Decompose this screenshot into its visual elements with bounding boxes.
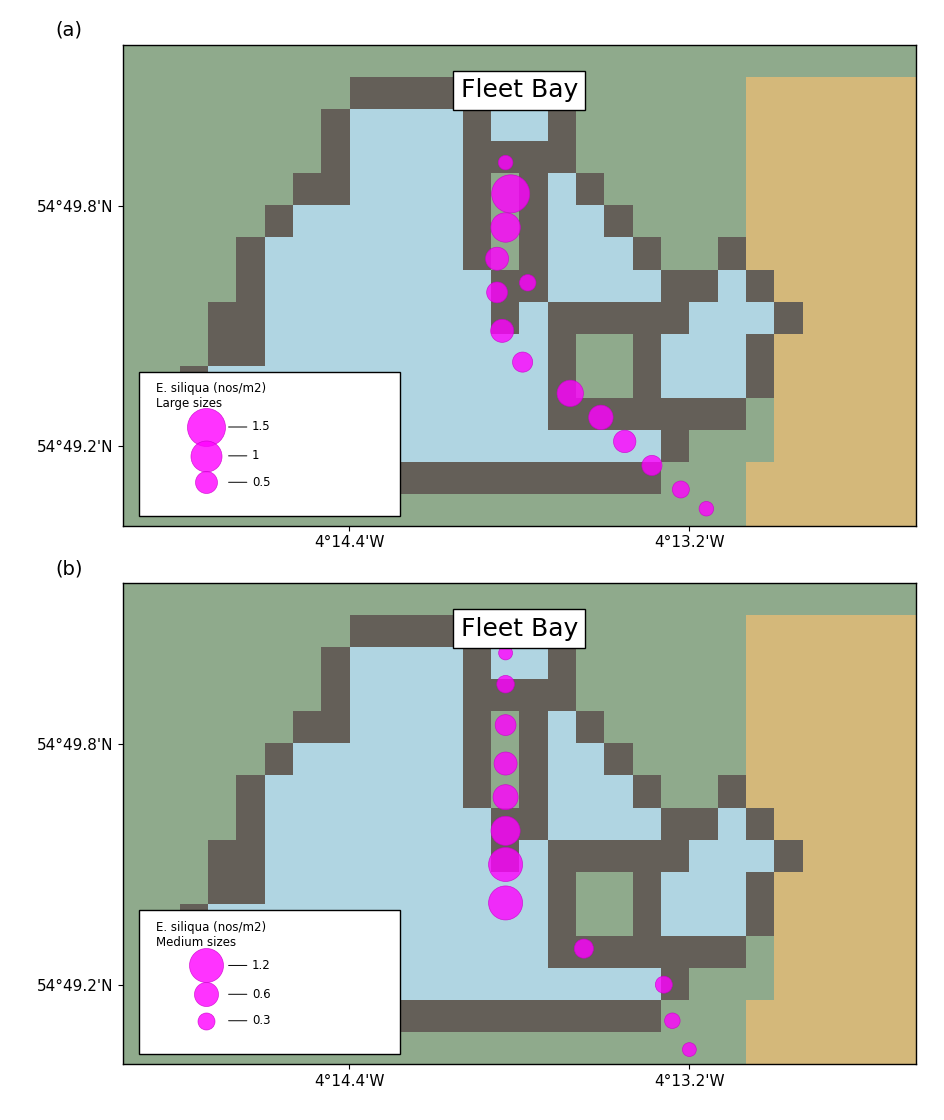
Point	[665, 1011, 680, 1029]
Point	[682, 1040, 697, 1058]
Point	[498, 822, 514, 840]
Point	[498, 644, 514, 662]
Text: 1.2: 1.2	[252, 959, 271, 972]
Point	[490, 250, 505, 268]
Text: 0.3: 0.3	[252, 1015, 271, 1027]
Point	[594, 409, 609, 427]
Point	[576, 940, 591, 958]
Point	[495, 321, 510, 339]
Point	[498, 218, 514, 236]
Text: 1: 1	[252, 449, 260, 463]
Text: 0.6: 0.6	[252, 988, 271, 1001]
Text: (b): (b)	[56, 559, 83, 578]
FancyBboxPatch shape	[139, 372, 400, 516]
Point	[503, 185, 518, 203]
Point	[498, 788, 514, 806]
Point	[520, 273, 535, 291]
Point	[490, 283, 505, 301]
Text: 1.5: 1.5	[252, 420, 271, 433]
Point	[617, 432, 632, 450]
FancyBboxPatch shape	[139, 911, 400, 1054]
Point	[699, 500, 714, 517]
Text: 0.5: 0.5	[252, 476, 271, 488]
Point	[515, 353, 531, 371]
Point	[645, 457, 660, 475]
Point	[498, 716, 514, 734]
Text: Fleet Bay: Fleet Bay	[461, 78, 578, 102]
Point	[563, 384, 578, 402]
Text: (a): (a)	[56, 21, 82, 40]
Text: Fleet Bay: Fleet Bay	[461, 617, 578, 641]
Point	[498, 675, 514, 693]
Point	[498, 755, 514, 773]
Point	[498, 894, 514, 912]
Text: E. siliqua (nos/m2)
Large sizes: E. siliqua (nos/m2) Large sizes	[156, 382, 266, 410]
Point	[656, 976, 671, 993]
Point	[498, 856, 514, 874]
Text: E. siliqua (nos/m2)
Medium sizes: E. siliqua (nos/m2) Medium sizes	[156, 921, 266, 949]
Point	[673, 480, 688, 498]
Point	[498, 153, 514, 171]
